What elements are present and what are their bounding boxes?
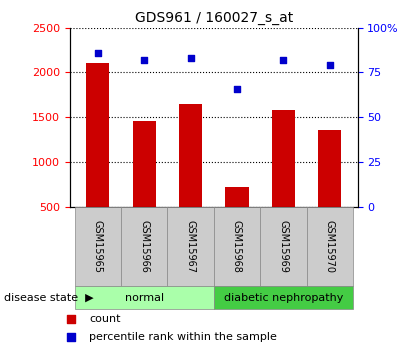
Point (67, 317, 74, 322)
Point (187, 55, 194, 61)
Text: GSM15965: GSM15965 (93, 220, 103, 273)
Bar (307, 207, 353, 286)
Bar (121, 207, 167, 286)
Point (95, 50, 101, 56)
Bar (225, 187, 249, 252)
Bar (260, 207, 307, 286)
Text: GSM15969: GSM15969 (278, 220, 289, 273)
Bar (86, 63, 109, 252)
Text: GSM15968: GSM15968 (232, 220, 242, 273)
Point (141, 57, 148, 63)
Text: GSM15970: GSM15970 (325, 220, 335, 273)
Text: GSM15967: GSM15967 (185, 220, 196, 273)
Point (280, 57, 286, 63)
Point (67, 335, 74, 340)
Bar (74, 207, 121, 286)
Point (326, 62, 333, 68)
Bar (74, 286, 214, 309)
Bar (214, 286, 353, 309)
Bar (179, 104, 202, 252)
Text: GSM15966: GSM15966 (139, 220, 149, 273)
Bar (272, 110, 295, 252)
Bar (318, 130, 341, 252)
Text: percentile rank within the sample: percentile rank within the sample (90, 332, 277, 342)
Text: diabetic nephropathy: diabetic nephropathy (224, 293, 343, 303)
Text: count: count (90, 314, 121, 324)
Bar (214, 207, 260, 286)
Text: normal: normal (125, 293, 164, 303)
Bar (167, 207, 214, 286)
Bar (132, 121, 156, 252)
Text: disease state  ▶: disease state ▶ (4, 293, 94, 303)
Point (233, 86, 240, 91)
Title: GDS961 / 160027_s_at: GDS961 / 160027_s_at (134, 11, 293, 25)
